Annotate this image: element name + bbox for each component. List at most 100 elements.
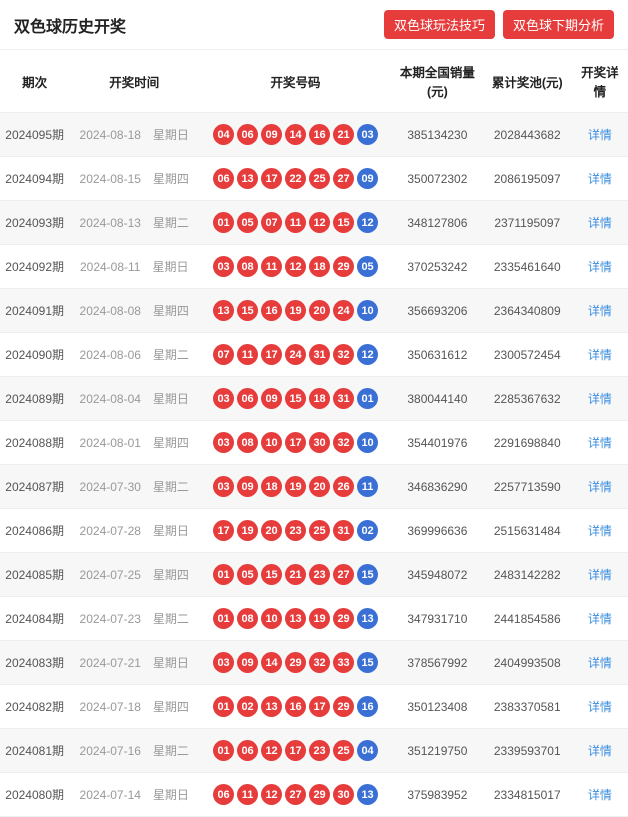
table-row: 2024093期2024-08-13 星期二010507111215123481… xyxy=(0,201,628,245)
ball-group: 13151619202410 xyxy=(203,300,388,321)
detail-link[interactable]: 详情 xyxy=(588,436,612,450)
red-ball: 08 xyxy=(237,608,258,629)
detail-link[interactable]: 详情 xyxy=(588,524,612,538)
table-body: 2024095期2024-08-18 星期日040609141621033851… xyxy=(0,113,628,817)
detail-cell: 详情 xyxy=(572,201,628,245)
table-row: 2024090期2024-08-06 星期二071117243132123506… xyxy=(0,333,628,377)
red-ball: 25 xyxy=(309,520,330,541)
red-ball: 19 xyxy=(237,520,258,541)
red-ball: 15 xyxy=(237,300,258,321)
sales-cell: 378567992 xyxy=(392,641,483,685)
red-ball: 11 xyxy=(261,256,282,277)
table-row: 2024087期2024-07-30 星期二030918192026113468… xyxy=(0,465,628,509)
ball-group: 06111227293013 xyxy=(203,784,388,805)
detail-link[interactable]: 详情 xyxy=(588,788,612,802)
detail-cell: 详情 xyxy=(572,113,628,157)
detail-link[interactable]: 详情 xyxy=(588,744,612,758)
detail-link[interactable]: 详情 xyxy=(588,656,612,670)
table-row: 2024095期2024-08-18 星期日040609141621033851… xyxy=(0,113,628,157)
table-row: 2024085期2024-07-25 星期四010515212327153459… xyxy=(0,553,628,597)
detail-link[interactable]: 详情 xyxy=(588,128,612,142)
blue-ball: 13 xyxy=(357,608,378,629)
red-ball: 11 xyxy=(285,212,306,233)
red-ball: 07 xyxy=(261,212,282,233)
red-ball: 19 xyxy=(285,300,306,321)
detail-link[interactable]: 详情 xyxy=(588,392,612,406)
red-ball: 03 xyxy=(213,256,234,277)
red-ball: 20 xyxy=(309,476,330,497)
sales-cell: 356693206 xyxy=(392,289,483,333)
red-ball: 03 xyxy=(213,388,234,409)
numbers-cell: 06111227293013 xyxy=(199,773,392,817)
pool-cell: 2515631484 xyxy=(483,509,572,553)
numbers-cell: 03060915183101 xyxy=(199,377,392,421)
numbers-cell: 04060914162103 xyxy=(199,113,392,157)
pool-cell: 2086195097 xyxy=(483,157,572,201)
red-ball: 08 xyxy=(237,256,258,277)
numbers-cell: 03091819202611 xyxy=(199,465,392,509)
sales-cell: 346836290 xyxy=(392,465,483,509)
date-cell: 2024-07-18 星期四 xyxy=(69,685,199,729)
numbers-cell: 01050711121512 xyxy=(199,201,392,245)
detail-link[interactable]: 详情 xyxy=(588,304,612,318)
issue-cell: 2024087期 xyxy=(0,465,69,509)
detail-link[interactable]: 详情 xyxy=(588,216,612,230)
numbers-cell: 17192023253102 xyxy=(199,509,392,553)
numbers-cell: 13151619202410 xyxy=(199,289,392,333)
red-ball: 12 xyxy=(309,212,330,233)
detail-link[interactable]: 详情 xyxy=(588,348,612,362)
red-ball: 09 xyxy=(261,124,282,145)
red-ball: 17 xyxy=(285,740,306,761)
detail-link[interactable]: 详情 xyxy=(588,612,612,626)
red-ball: 13 xyxy=(213,300,234,321)
red-ball: 01 xyxy=(213,212,234,233)
date-cell: 2024-08-08 星期四 xyxy=(69,289,199,333)
blue-ball: 05 xyxy=(357,256,378,277)
detail-cell: 详情 xyxy=(572,685,628,729)
date-cell: 2024-08-11 星期日 xyxy=(69,245,199,289)
tips-button[interactable]: 双色球玩法技巧 xyxy=(384,10,495,39)
table-row: 2024083期2024-07-21 星期日030914293233153785… xyxy=(0,641,628,685)
red-ball: 10 xyxy=(261,608,282,629)
detail-link[interactable]: 详情 xyxy=(588,480,612,494)
red-ball: 06 xyxy=(213,168,234,189)
pool-cell: 2404993508 xyxy=(483,641,572,685)
numbers-cell: 01021316172916 xyxy=(199,685,392,729)
table-row: 2024091期2024-08-08 星期四131516192024103566… xyxy=(0,289,628,333)
red-ball: 04 xyxy=(213,124,234,145)
detail-cell: 详情 xyxy=(572,553,628,597)
sales-cell: 351219750 xyxy=(392,729,483,773)
table-row: 2024084期2024-07-23 星期二010810131929133479… xyxy=(0,597,628,641)
red-ball: 09 xyxy=(237,652,258,673)
pool-cell: 2285367632 xyxy=(483,377,572,421)
red-ball: 20 xyxy=(261,520,282,541)
detail-cell: 详情 xyxy=(572,289,628,333)
detail-link[interactable]: 详情 xyxy=(588,568,612,582)
ball-group: 04060914162103 xyxy=(203,124,388,145)
date-cell: 2024-08-01 星期四 xyxy=(69,421,199,465)
next-analysis-button[interactable]: 双色球下期分析 xyxy=(503,10,614,39)
pool-cell: 2483142282 xyxy=(483,553,572,597)
red-ball: 17 xyxy=(261,344,282,365)
pool-cell: 2371195097 xyxy=(483,201,572,245)
table-row: 2024080期2024-07-14 星期日061112272930133759… xyxy=(0,773,628,817)
pool-cell: 2339593701 xyxy=(483,729,572,773)
red-ball: 02 xyxy=(237,696,258,717)
pool-cell: 2364340809 xyxy=(483,289,572,333)
blue-ball: 03 xyxy=(357,124,378,145)
detail-link[interactable]: 详情 xyxy=(588,172,612,186)
detail-link[interactable]: 详情 xyxy=(588,260,612,274)
issue-cell: 2024093期 xyxy=(0,201,69,245)
issue-cell: 2024082期 xyxy=(0,685,69,729)
red-ball: 17 xyxy=(261,168,282,189)
detail-link[interactable]: 详情 xyxy=(588,700,612,714)
pool-cell: 2334815017 xyxy=(483,773,572,817)
sales-cell: 350072302 xyxy=(392,157,483,201)
red-ball: 13 xyxy=(261,696,282,717)
red-ball: 16 xyxy=(309,124,330,145)
red-ball: 03 xyxy=(213,432,234,453)
date-cell: 2024-08-18 星期日 xyxy=(69,113,199,157)
red-ball: 32 xyxy=(333,432,354,453)
numbers-cell: 01051521232715 xyxy=(199,553,392,597)
red-ball: 19 xyxy=(309,608,330,629)
